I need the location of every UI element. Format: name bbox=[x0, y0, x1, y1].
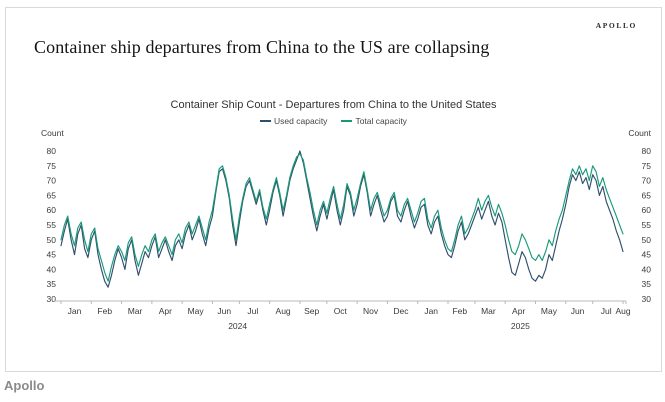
legend-item-used-capacity: Used capacity bbox=[260, 116, 327, 126]
svg-text:Jun: Jun bbox=[217, 306, 231, 316]
svg-text:40: 40 bbox=[47, 264, 57, 274]
svg-text:35: 35 bbox=[47, 279, 57, 289]
line-chart: 30 30 35 35 40 40 45 45 50 50 55 55 60 60 65 65 70 70 75 75… bbox=[41, 128, 652, 331]
svg-text:2024: 2024 bbox=[228, 321, 247, 331]
svg-text:45: 45 bbox=[47, 250, 57, 260]
svg-text:Jan: Jan bbox=[424, 306, 438, 316]
legend-label-total-capacity: Total capacity bbox=[355, 116, 407, 126]
y-axis-label-right: Count bbox=[628, 128, 651, 138]
svg-text:Dec: Dec bbox=[393, 306, 409, 316]
svg-text:75: 75 bbox=[47, 161, 57, 171]
svg-text:65: 65 bbox=[642, 190, 652, 200]
svg-text:55: 55 bbox=[47, 220, 57, 230]
svg-text:45: 45 bbox=[642, 250, 652, 260]
svg-text:Jul: Jul bbox=[247, 306, 258, 316]
svg-text:Jan: Jan bbox=[68, 306, 82, 316]
total-capacity-line-swatch-icon bbox=[341, 120, 353, 122]
svg-text:Feb: Feb bbox=[97, 306, 112, 316]
svg-text:80: 80 bbox=[642, 146, 652, 156]
legend-label-used-capacity: Used capacity bbox=[274, 116, 328, 126]
svg-text:35: 35 bbox=[642, 279, 652, 289]
svg-text:70: 70 bbox=[642, 176, 652, 186]
svg-text:Aug: Aug bbox=[615, 306, 630, 316]
apollo-brand-logo: APOLLO bbox=[595, 21, 637, 30]
svg-text:30: 30 bbox=[642, 294, 652, 304]
x-axis-year-labels: 2024 2025 bbox=[228, 321, 530, 331]
svg-text:60: 60 bbox=[47, 205, 57, 215]
svg-text:Oct: Oct bbox=[334, 306, 348, 316]
x-axis bbox=[54, 300, 627, 304]
svg-text:60: 60 bbox=[642, 205, 652, 215]
svg-text:Apr: Apr bbox=[159, 306, 172, 316]
svg-text:Mar: Mar bbox=[128, 306, 143, 316]
svg-text:70: 70 bbox=[47, 176, 57, 186]
svg-text:40: 40 bbox=[642, 264, 652, 274]
x-axis-month-labels: Jan Feb Mar Apr May Jun Jul Aug Sep Oct Nov Dec Jan F… bbox=[68, 306, 631, 316]
svg-text:Nov: Nov bbox=[363, 306, 379, 316]
svg-text:Jun: Jun bbox=[571, 306, 585, 316]
svg-text:75: 75 bbox=[642, 161, 652, 171]
svg-text:50: 50 bbox=[47, 235, 57, 245]
svg-text:Sep: Sep bbox=[304, 306, 319, 316]
legend-item-total-capacity: Total capacity bbox=[341, 116, 407, 126]
chart-title: Container Ship Count - Departures from C… bbox=[170, 99, 497, 111]
svg-text:65: 65 bbox=[47, 190, 57, 200]
svg-text:Apr: Apr bbox=[512, 306, 525, 316]
svg-text:50: 50 bbox=[642, 235, 652, 245]
headline: Container ship departures from China to … bbox=[34, 37, 490, 57]
svg-text:Feb: Feb bbox=[452, 306, 467, 316]
source-attribution: Apollo bbox=[4, 378, 45, 393]
svg-text:May: May bbox=[541, 306, 558, 316]
svg-text:Mar: Mar bbox=[481, 306, 496, 316]
y-axis-label-left: Count bbox=[41, 128, 64, 138]
svg-text:Aug: Aug bbox=[276, 306, 291, 316]
series-line-total-capacity bbox=[60, 153, 624, 282]
svg-text:80: 80 bbox=[47, 146, 57, 156]
chart-card: APOLLO Container ship departures from Ch… bbox=[5, 7, 662, 372]
svg-text:May: May bbox=[188, 306, 205, 316]
used-capacity-line-swatch-icon bbox=[260, 120, 272, 122]
chart-legend: Used capacity Total capacity bbox=[6, 116, 661, 126]
svg-text:2025: 2025 bbox=[511, 321, 530, 331]
svg-text:55: 55 bbox=[642, 220, 652, 230]
svg-text:Jul: Jul bbox=[601, 306, 612, 316]
series-line-used-capacity bbox=[60, 150, 624, 288]
y-axis-ticks: 30 30 35 35 40 40 45 45 50 50 55 55 60 60 65 65 70 70 75 75… bbox=[47, 146, 652, 304]
svg-text:30: 30 bbox=[47, 294, 57, 304]
